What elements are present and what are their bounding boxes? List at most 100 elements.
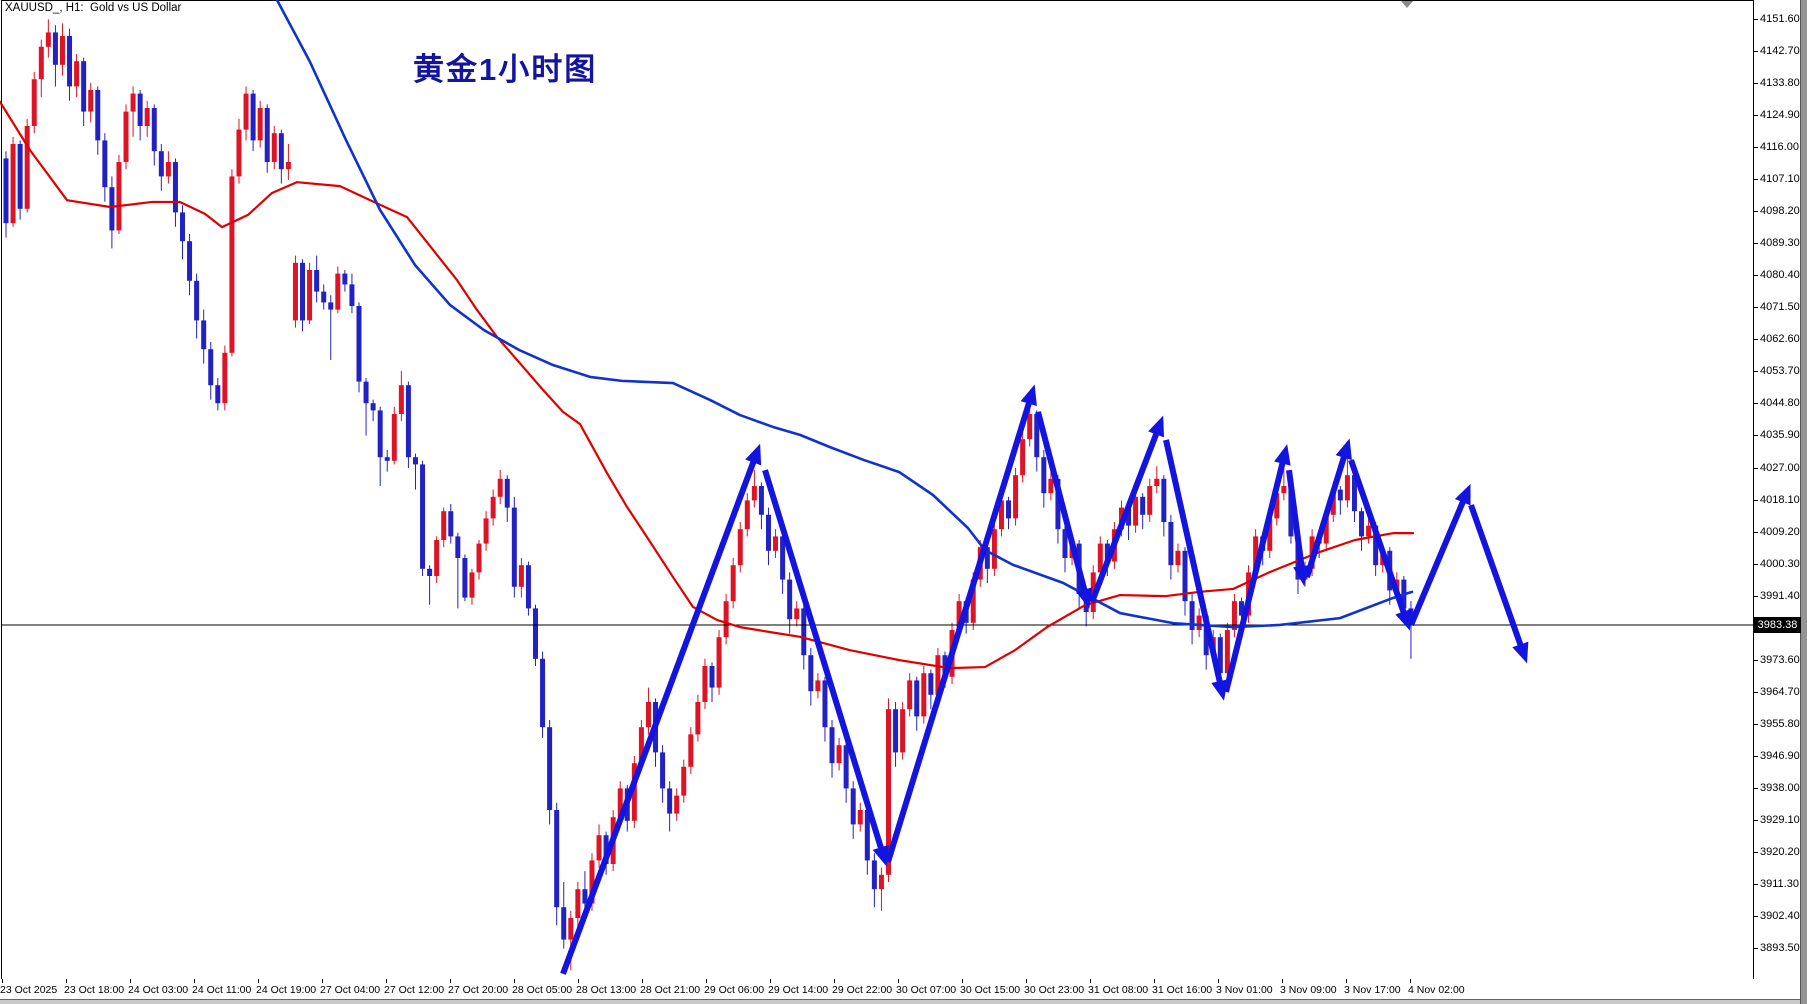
price-tick <box>1754 563 1758 565</box>
time-tick <box>514 979 515 983</box>
price-tick <box>1754 211 1758 213</box>
price-tick-label: 3964.70 <box>1760 685 1800 698</box>
candle-body <box>998 500 1004 530</box>
zigzag-segment[interactable] <box>1035 411 1089 596</box>
candle-body <box>695 702 701 735</box>
zigzag-segment[interactable] <box>560 456 758 975</box>
zigzag-segment[interactable] <box>1304 451 1349 578</box>
candle-body <box>991 529 997 569</box>
zigzag-arrowhead[interactable] <box>1512 641 1529 664</box>
time-tick <box>450 979 451 983</box>
zigzag-segment[interactable] <box>1223 457 1287 693</box>
zigzag-segment[interactable] <box>1468 504 1525 651</box>
candle-body <box>102 140 108 188</box>
price-tick <box>1754 50 1758 52</box>
zigzag-arrowhead[interactable] <box>745 443 762 466</box>
price-tick-label: 4116.00 <box>1760 141 1799 154</box>
price-tick-label: 4080.40 <box>1760 269 1800 282</box>
candle-body <box>1288 486 1294 537</box>
zigzag-arrowhead[interactable] <box>1148 415 1165 438</box>
time-tick <box>1218 979 1219 983</box>
ma-fast-line <box>0 100 1415 670</box>
candle-body <box>38 46 44 80</box>
candle-body <box>1344 475 1350 501</box>
time-tick <box>1090 979 1091 983</box>
zigzag-arrowhead[interactable] <box>1020 384 1037 407</box>
price-tick <box>1754 819 1758 821</box>
candle-body <box>165 162 171 177</box>
time-tick-label: 30 Oct 23:00 <box>1024 984 1085 996</box>
candle-body <box>533 608 538 659</box>
candle-body <box>1140 496 1146 515</box>
zigzag-segment[interactable] <box>1348 459 1408 618</box>
candle-body <box>300 262 306 321</box>
zigzag-segment[interactable] <box>1286 469 1306 572</box>
candle-body <box>575 889 581 918</box>
time-tick <box>642 979 643 983</box>
zigzag-segment[interactable] <box>885 397 1034 863</box>
candle-body <box>928 673 934 695</box>
price-tick-label: 4098.20 <box>1760 205 1800 218</box>
chart-title-annotation[interactable]: 黄金1小时图 <box>413 52 598 87</box>
candle-body <box>631 763 637 821</box>
price-tick <box>1754 691 1758 693</box>
zigzag-arrowhead[interactable] <box>1274 444 1291 466</box>
candle-body <box>645 702 651 728</box>
time-tick-label: 29 Oct 22:00 <box>832 984 893 996</box>
price-chart-plot[interactable] <box>0 0 1807 979</box>
candle-body <box>116 162 122 231</box>
candle-body <box>1408 608 1414 625</box>
time-tick-label: 4 Nov 02:00 <box>1408 984 1465 996</box>
candle-body <box>730 565 736 602</box>
zigzag-arrowhead[interactable] <box>1211 679 1228 701</box>
time-tick <box>258 979 259 983</box>
time-axis[interactable]: 23 Oct 2025 23 Oct 18:00 24 Oct 03:00 24 Oc… <box>0 979 1800 1000</box>
zigzag-arrowhead[interactable] <box>1293 565 1310 587</box>
candle-body <box>81 61 87 112</box>
candle-body <box>681 766 687 796</box>
price-axis[interactable]: 4151.60 4142.70 4133.80 4124.90 4116.00 4107.… <box>1754 0 1800 979</box>
price-tick-label: 3973.60 <box>1760 653 1800 666</box>
time-tick <box>1346 979 1347 983</box>
candle-body <box>109 187 115 231</box>
time-tick-label: 31 Oct 16:00 <box>1152 984 1213 996</box>
candle-body <box>864 810 870 861</box>
candle-body <box>229 176 235 353</box>
price-tick-label: 3955.80 <box>1760 717 1800 730</box>
ma-slow-line <box>275 0 1414 629</box>
zigzag-arrowhead[interactable] <box>1454 483 1471 506</box>
price-tick <box>1754 147 1758 149</box>
price-tick <box>1754 851 1758 853</box>
candle-body <box>363 381 369 404</box>
candle-body <box>956 601 962 630</box>
zigzag-arrowhead[interactable] <box>1076 587 1093 609</box>
zigzag-segment[interactable] <box>1163 439 1224 687</box>
candle-body <box>3 158 9 224</box>
candle-body <box>271 133 277 162</box>
zigzag-segment[interactable] <box>1089 428 1161 603</box>
candle-body <box>1097 543 1103 573</box>
candle-body <box>1013 475 1019 519</box>
candle-body <box>1239 601 1244 616</box>
zigzag-arrowhead[interactable] <box>1395 608 1412 631</box>
candle-body <box>716 637 722 688</box>
candle-body <box>582 889 588 904</box>
candle-body <box>1133 496 1139 526</box>
candle-body <box>660 752 666 789</box>
candle-body <box>857 810 863 825</box>
zigzag-arrowhead[interactable] <box>1335 438 1352 461</box>
zigzag-segment[interactable] <box>762 469 886 854</box>
zigzag-annotation[interactable] <box>560 384 1529 975</box>
candle-body <box>243 93 249 130</box>
candle-body <box>52 32 58 65</box>
candle-body <box>596 835 602 861</box>
candle-body <box>871 860 877 890</box>
candle-body <box>815 680 821 692</box>
candle-body <box>907 680 913 710</box>
price-tick <box>1754 531 1758 533</box>
zigzag-segment[interactable] <box>1408 496 1468 627</box>
candle-body <box>1337 489 1343 501</box>
zigzag-arrowhead[interactable] <box>872 844 889 867</box>
price-tick <box>1754 179 1758 181</box>
time-tick-label: 24 Oct 03:00 <box>128 984 189 996</box>
